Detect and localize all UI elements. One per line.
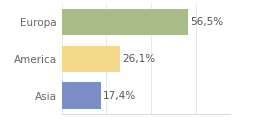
Bar <box>62 82 101 109</box>
Text: 56,5%: 56,5% <box>190 17 223 27</box>
Bar <box>62 46 120 72</box>
Text: 26,1%: 26,1% <box>122 54 155 64</box>
Text: 17,4%: 17,4% <box>102 91 136 101</box>
Bar <box>62 9 188 35</box>
